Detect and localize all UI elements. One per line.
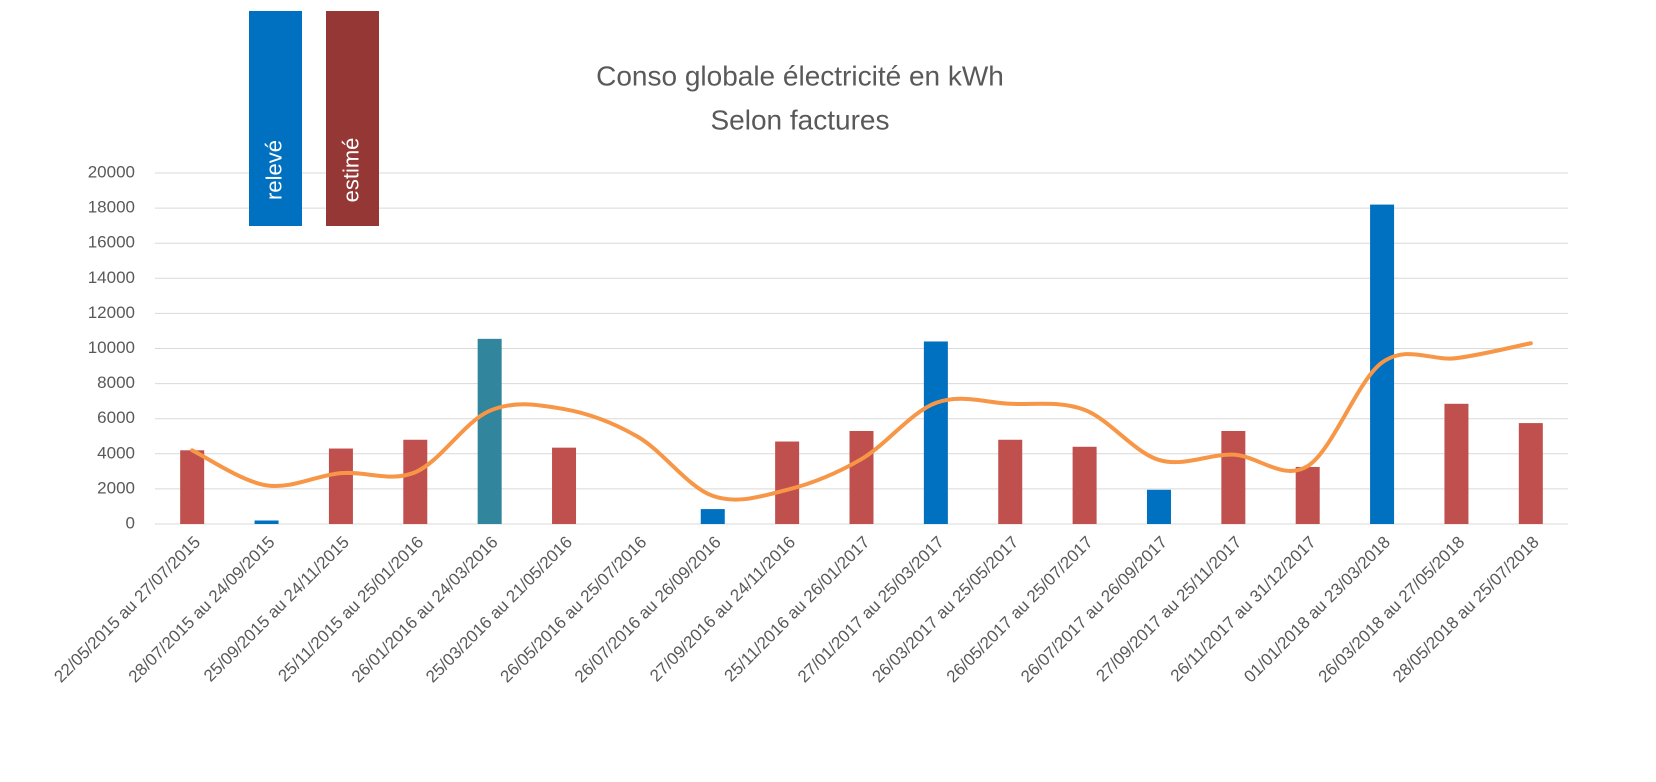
y-tick-label: 20000 xyxy=(88,162,135,181)
y-tick-label: 0 xyxy=(126,513,135,532)
x-tick-label: 01/01/2018 au 23/03/2018 xyxy=(1240,533,1394,687)
x-tick-label: 26/05/2017 au 25/07/2017 xyxy=(943,533,1097,687)
bar xyxy=(180,450,205,524)
y-tick-label: 14000 xyxy=(88,268,135,287)
bar xyxy=(1295,466,1320,524)
trend-line xyxy=(190,341,1533,502)
bar xyxy=(700,509,725,524)
x-tick-label: 22/05/2015 au 27/07/2015 xyxy=(50,533,204,687)
bar xyxy=(328,448,353,524)
bar xyxy=(552,447,577,524)
chart-subtitle: Selon factures xyxy=(711,104,890,135)
bar xyxy=(1444,403,1469,524)
bar xyxy=(477,338,502,524)
bar xyxy=(849,430,874,524)
x-tick-label: 26/01/2016 au 24/03/2016 xyxy=(348,533,502,687)
legend-swatch xyxy=(326,11,379,226)
bar xyxy=(923,341,948,524)
x-tick-label: 26/07/2017 au 26/09/2017 xyxy=(1017,533,1171,687)
x-tick-label: 27/09/2017 au 25/11/2017 xyxy=(1092,533,1245,686)
x-tick-label: 28/07/2015 au 24/09/2015 xyxy=(125,533,279,687)
x-tick-label: 26/11/2017 au 31/12/2017 xyxy=(1167,533,1320,686)
bar xyxy=(1146,489,1171,524)
y-tick-label: 2000 xyxy=(97,478,135,497)
bar xyxy=(775,441,800,524)
y-tick-label: 6000 xyxy=(97,408,135,427)
y-tick-label: 10000 xyxy=(88,338,135,357)
x-tick-label: 25/11/2016 au 26/01/2017 xyxy=(721,533,874,686)
legend-label: relevé xyxy=(261,140,286,200)
legend-label: estimé xyxy=(338,138,363,203)
x-tick-label: 26/03/2018 au 27/05/2018 xyxy=(1315,533,1469,687)
y-tick-label: 4000 xyxy=(97,443,135,462)
y-tick-label: 12000 xyxy=(88,303,135,322)
y-tick-label: 8000 xyxy=(97,373,135,392)
x-tick-label: 25/03/2016 au 21/05/2016 xyxy=(422,533,576,687)
bar xyxy=(254,520,279,524)
bar xyxy=(998,439,1023,524)
chart-title: Conso globale électricité en kWh xyxy=(596,60,1004,91)
x-tick-label: 26/03/2017 au 25/05/2017 xyxy=(868,533,1022,687)
x-tick-label: 25/11/2015 au 25/01/2016 xyxy=(274,533,427,686)
x-tick-label: 28/05/2018 au 25/07/2018 xyxy=(1389,533,1543,687)
bar xyxy=(1518,423,1543,524)
y-tick-label: 18000 xyxy=(88,198,135,217)
y-tick-label: 16000 xyxy=(88,233,135,252)
x-tick-label: 27/09/2016 au 24/11/2016 xyxy=(646,533,799,686)
x-tick-label: 27/01/2017 au 25/03/2017 xyxy=(794,533,948,687)
x-tick-label: 26/05/2016 au 25/07/2016 xyxy=(497,533,651,687)
x-tick-label: 25/09/2015 au 24/11/2015 xyxy=(200,533,353,686)
bar xyxy=(403,439,428,524)
bar xyxy=(1072,446,1097,524)
x-tick-label: 26/07/2016 au 26/09/2016 xyxy=(571,533,725,687)
legend-swatch xyxy=(249,11,302,226)
bar xyxy=(1221,430,1246,524)
